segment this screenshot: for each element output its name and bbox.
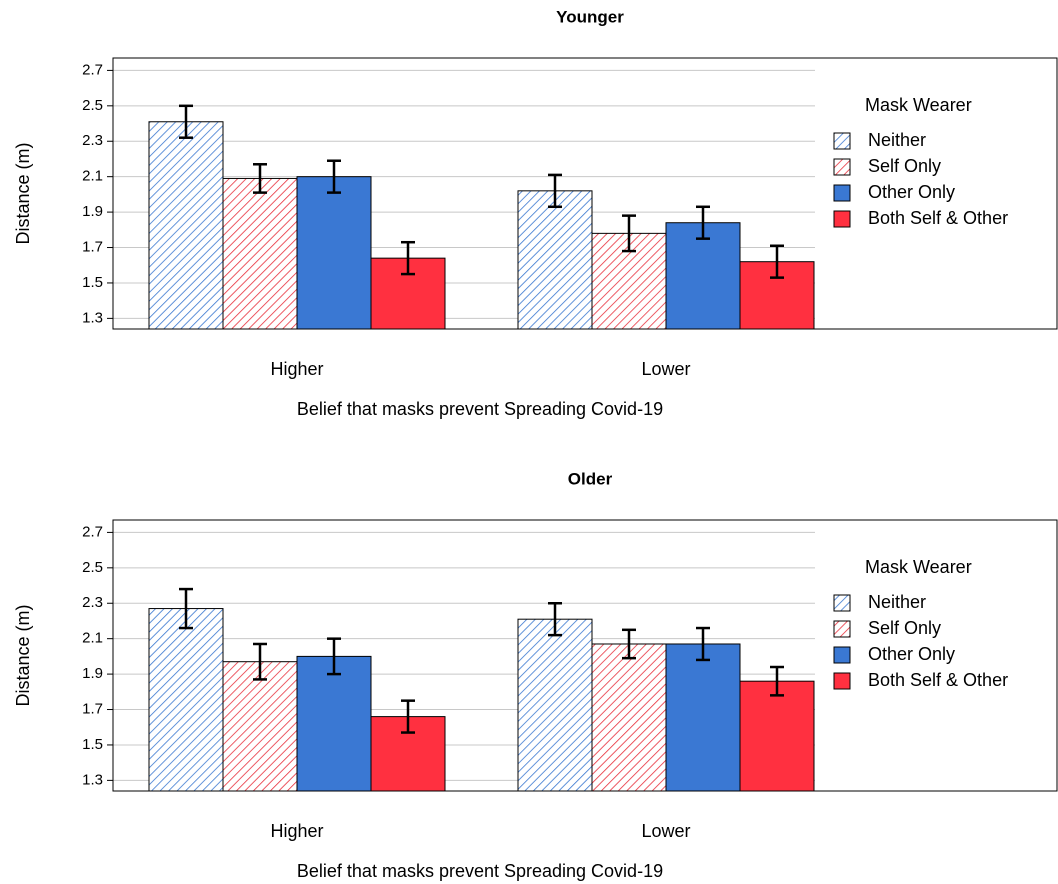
bar [222,661,298,792]
error-bar [327,159,341,194]
y-tick-label: 2.7 [82,523,103,540]
y-tick-label: 1.7 [82,700,103,717]
y-tick-label: 2.5 [82,97,103,114]
bar [296,176,372,330]
legend-label: Both Self & Other [868,670,1008,690]
legend-swatch [833,158,851,176]
legend-label: Self Only [868,618,941,638]
y-tick-label: 2.5 [82,559,103,576]
legend-label: Both Self & Other [868,208,1008,228]
x-axis-label: Belief that masks prevent Spreading Covi… [297,861,663,881]
legend-swatch [833,184,851,202]
bar [517,190,593,330]
bar [296,655,372,792]
x-tick-label: Higher [270,821,323,841]
error-bar [548,173,562,209]
legend-swatch [833,210,851,228]
bar [665,222,741,330]
bar [148,608,224,792]
x-tick-label: Higher [270,359,323,379]
y-axis-label: Distance (m) [13,604,33,706]
legend-swatch [833,646,851,664]
y-tick-label: 2.3 [82,132,103,149]
error-bar [401,240,415,276]
legend-title: Mask Wearer [865,95,972,115]
bar [665,643,741,792]
chart-title: Younger [556,7,624,26]
bar [222,177,298,330]
legend-title: Mask Wearer [865,557,972,577]
legend-label: Other Only [868,182,955,202]
bar [517,618,593,792]
legend-swatch [833,672,851,690]
error-bar [327,637,341,676]
error-bar [253,642,267,681]
y-tick-label: 1.5 [82,274,103,291]
error-bar [548,601,562,637]
error-bar [622,628,636,660]
legend-label: Neither [868,592,926,612]
error-bar [253,163,267,194]
y-tick-label: 1.3 [82,771,103,788]
y-tick-label: 1.7 [82,238,103,255]
bar [591,643,667,792]
y-tick-label: 1.3 [82,309,103,326]
error-bar [179,587,193,630]
bar [148,121,224,330]
error-bar [696,205,710,240]
y-tick-label: 1.5 [82,736,103,753]
y-tick-label: 2.3 [82,594,103,611]
y-tick-label: 1.9 [82,203,103,220]
error-bar [179,104,193,139]
bar [739,680,815,792]
error-bar [770,665,784,697]
chart-title: Older [568,469,613,488]
x-tick-label: Lower [641,821,690,841]
error-bar [696,626,710,662]
x-tick-label: Lower [641,359,690,379]
x-axis-label: Belief that masks prevent Spreading Covi… [297,399,663,419]
legend-label: Self Only [868,156,941,176]
y-tick-label: 2.7 [82,61,103,78]
error-bar [401,699,415,734]
y-tick-label: 2.1 [82,630,103,647]
legend-label: Neither [868,130,926,150]
legend-label: Other Only [868,644,955,664]
error-bar [622,214,636,253]
legend-swatch [833,132,851,150]
y-tick-label: 1.9 [82,665,103,682]
legend-swatch [833,620,851,638]
legend-swatch [833,594,851,612]
y-axis-label: Distance (m) [13,142,33,244]
error-bar [770,244,784,279]
y-tick-label: 2.1 [82,168,103,185]
